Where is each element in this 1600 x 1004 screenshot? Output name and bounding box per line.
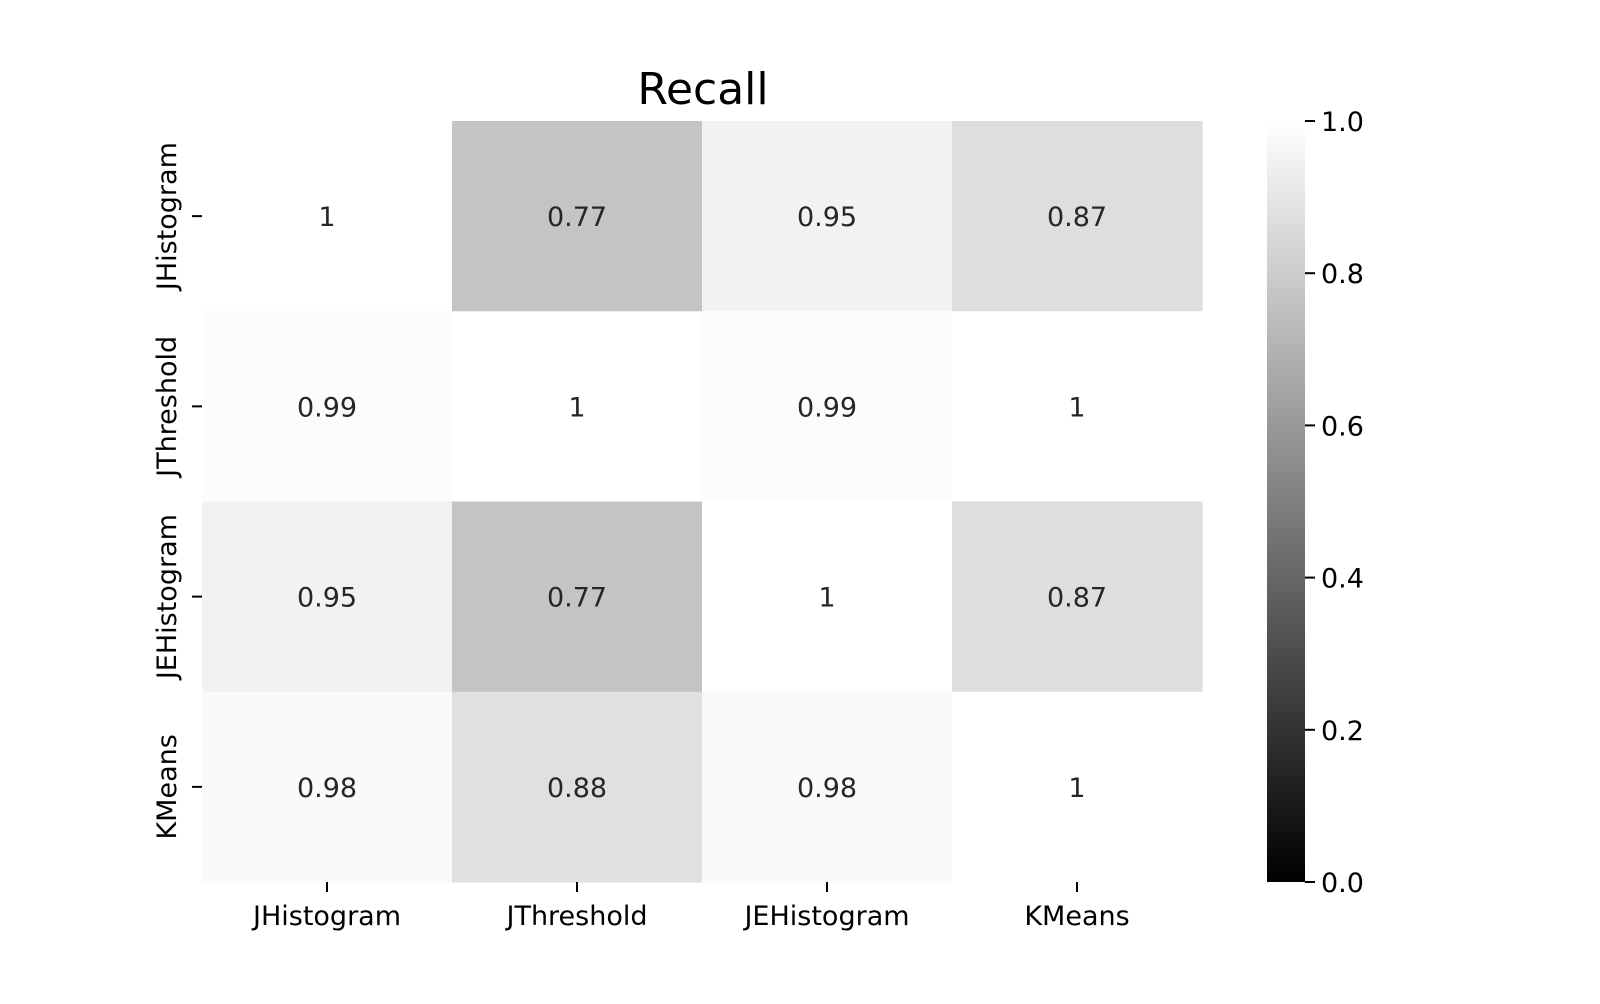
cell-value-label: 0.88 [547,773,607,804]
cell-value-label: 0.87 [1047,202,1107,233]
cell-value-label: 1 [1068,392,1085,423]
heatmap-cell [202,121,453,312]
cell-value-label: 0.77 [547,583,607,614]
cell-value-label: 0.87 [1047,583,1107,614]
cell-value-label: 1 [568,392,585,423]
heatmap-cell [702,501,953,693]
x-tick-label: JHistogram [251,901,401,932]
heatmap-cell [202,691,453,883]
colorbar-tick-label: 0.6 [1321,411,1364,442]
colorbar-tick-label: 0.0 [1321,868,1364,899]
y-tick-label: KMeans [152,734,183,839]
heatmap-cell-labels: 1 0.77 0.95 0.87 0.99 1 0.99 1 0.95 0.77 1 0.87 0.98… [297,202,1107,804]
heatmap-cell [452,311,703,502]
cell-value-label: 1 [318,202,335,233]
heatmap-cell [702,121,953,312]
colorbar-tick-label: 0.8 [1321,259,1364,290]
heatmap-cell [952,311,1203,502]
chart-title: Recall [637,64,768,115]
heatmap-cell [202,311,453,502]
heatmap-cells [202,121,1203,883]
heatmap-cell [452,121,703,312]
cell-value-label: 0.98 [297,773,357,804]
colorbar-gradient [1267,121,1305,882]
y-tick-label: JThreshold [152,336,183,479]
cell-value-label: 0.98 [797,773,857,804]
cell-value-label: 0.77 [547,202,607,233]
heatmap-cell [952,121,1203,312]
heatmap-cell [202,501,453,693]
cell-value-label: 1 [818,583,835,614]
x-tick-label: JEHistogram [742,901,909,932]
colorbar-tick-label: 0.4 [1321,564,1364,595]
x-axis: JHistogram JThreshold JEHistogram KMeans [251,882,1130,932]
y-tick-label: JHistogram [152,142,183,292]
colorbar-tick-label: 1.0 [1321,107,1364,138]
cell-value-label: 0.95 [797,202,857,233]
heatmap-cell [952,501,1203,693]
colorbar-tick-label: 0.2 [1321,716,1364,747]
heatmap-cell [702,691,953,883]
cell-value-label: 0.99 [797,392,857,423]
cell-value-label: 0.95 [297,583,357,614]
y-axis: JHistogram JThreshold JEHistogram KMeans [152,142,202,840]
y-tick-label: JEHistogram [152,514,183,681]
cell-value-label: 0.99 [297,392,357,423]
x-tick-label: KMeans [1024,901,1129,932]
x-tick-label: JThreshold [504,901,647,932]
heatmap-cell [952,691,1203,883]
heatmap-cell [452,501,703,693]
colorbar: 0.0 0.2 0.4 0.6 0.8 1.0 [1267,107,1364,899]
heatmap-cell [702,311,953,502]
cell-value-label: 1 [1068,773,1085,804]
heatmap-cell [452,691,703,883]
